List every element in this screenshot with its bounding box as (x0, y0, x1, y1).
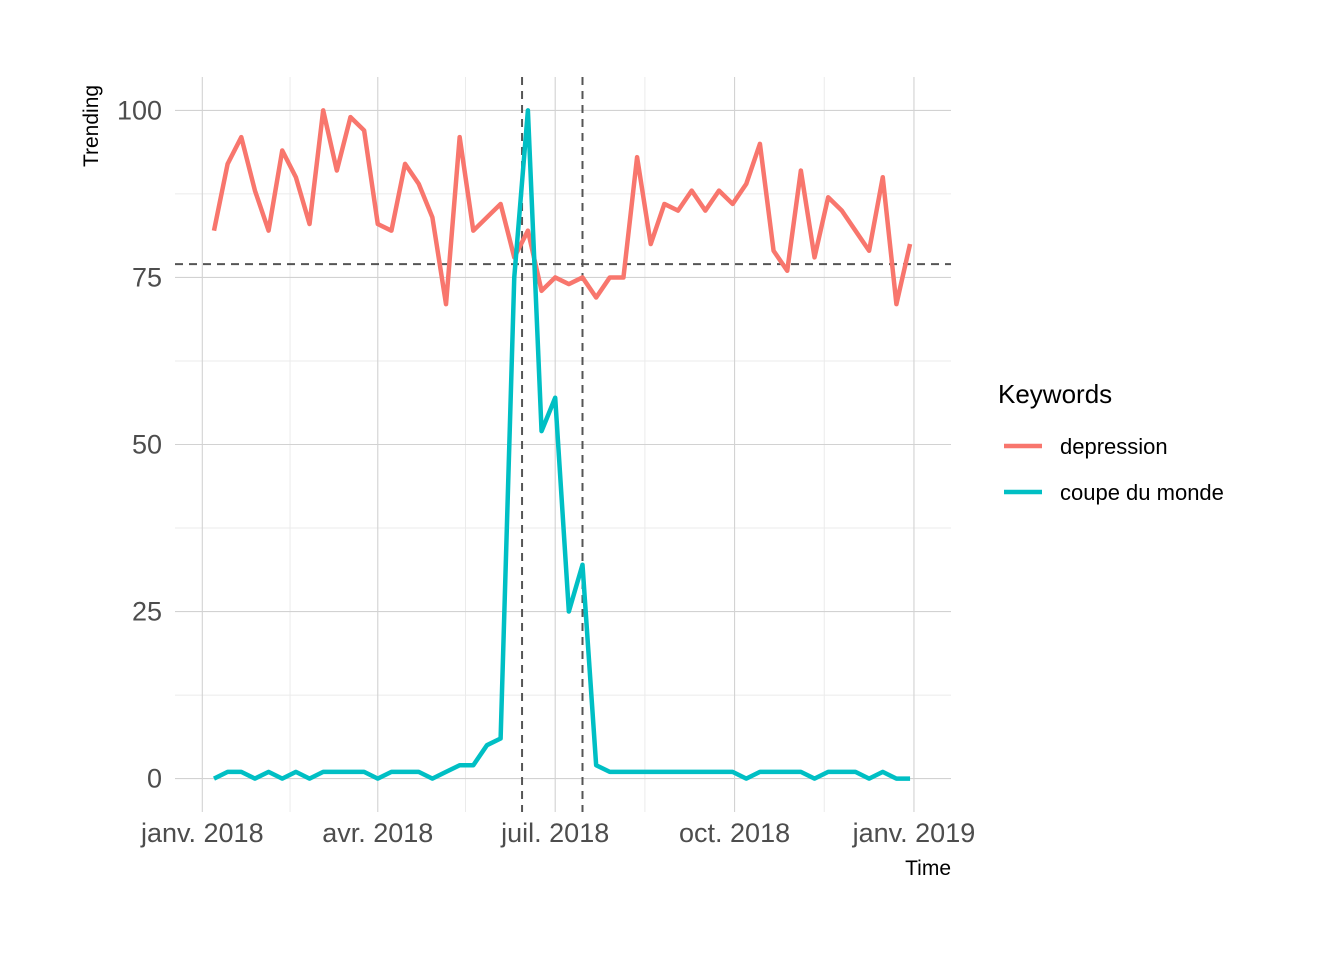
y-tick-label: 100 (117, 95, 162, 125)
legend: Keywords depression coupe du monde (998, 379, 1224, 505)
legend-label: coupe du monde (1060, 480, 1224, 505)
y-tick-label: 50 (132, 430, 162, 460)
x-axis-ticks: janv. 2018 avr. 2018 juil. 2018 oct. 2018 ja… (140, 818, 975, 848)
series-line-coupe-du-monde (213, 108, 911, 781)
y-axis-title: Trending (80, 85, 103, 167)
x-tick-label: janv. 2019 (852, 818, 976, 848)
y-tick-label: 0 (147, 764, 162, 794)
y-tick-label: 25 (132, 597, 162, 627)
major-gridlines (175, 77, 951, 812)
x-axis-title: Time (905, 857, 951, 880)
y-tick-label: 75 (132, 262, 162, 292)
x-tick-label: avr. 2018 (322, 818, 433, 848)
legend-label: depression (1060, 434, 1168, 459)
series-lines (211, 108, 913, 781)
legend-items: depression coupe du monde (1004, 434, 1224, 505)
x-tick-label: janv. 2018 (140, 818, 264, 848)
legend-title: Keywords (998, 379, 1112, 409)
x-tick-label: juil. 2018 (500, 818, 609, 848)
reference-lines (175, 77, 951, 812)
y-axis-ticks: 0 25 50 75 100 (117, 95, 162, 793)
series-line-depression (211, 108, 913, 307)
x-tick-label: oct. 2018 (679, 818, 790, 848)
